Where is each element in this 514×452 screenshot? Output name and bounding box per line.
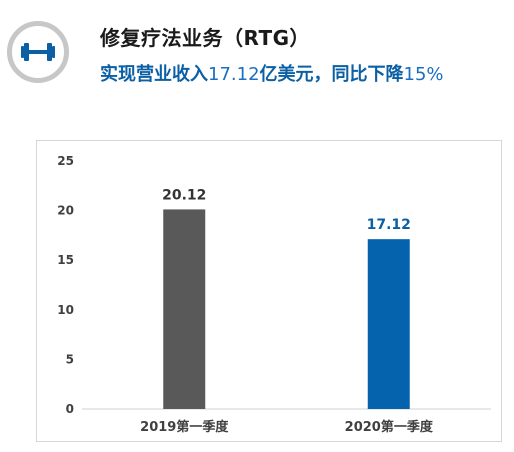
y-tick-label: 20 (57, 204, 74, 218)
bar (367, 239, 410, 409)
summary-prefix: 实现营业收入 (100, 64, 208, 85)
chart-frame: 0 5 10 15 20 25 20.12 2019第一季度 17.12 2020第一季度 (36, 140, 502, 442)
page-title: 修复疗法业务（RTG） (100, 26, 311, 50)
data-label: 17.12 (367, 217, 411, 233)
x-tick-label: 2019第一季度 (140, 419, 229, 435)
y-tick-label: 25 (57, 154, 74, 168)
x-tick-label: 2020第一季度 (345, 419, 434, 435)
revenue-summary: 实现营业收入17.12亿美元，同比下降15% (100, 60, 444, 86)
summary-mid: 亿美元，同比下降 (259, 64, 404, 85)
bar-chart: 0 5 10 15 20 25 20.12 2019第一季度 17.12 2020第一季度 (57, 154, 491, 435)
dumbbell-icon (21, 43, 55, 61)
y-tick-label: 15 (57, 253, 74, 267)
y-tick-label: 5 (66, 352, 74, 366)
data-label: 20.12 (162, 187, 206, 203)
business-badge (7, 21, 69, 83)
y-tick-label: 10 (57, 303, 74, 317)
y-tick-label: 0 (66, 402, 74, 416)
summary-amount: 17.12 (208, 64, 260, 85)
bar (163, 209, 206, 409)
summary-percent: 15% (403, 64, 444, 85)
